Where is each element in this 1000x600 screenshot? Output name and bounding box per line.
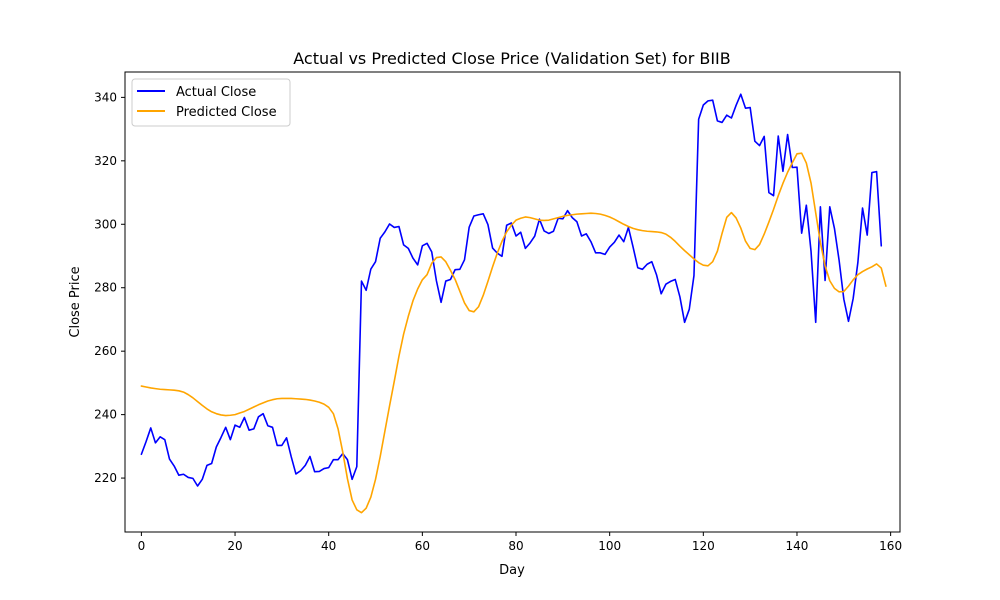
- plot-area-frame: [124, 71, 901, 533]
- x-tick-label: 80: [508, 539, 523, 553]
- y-tick-label: 220: [94, 471, 117, 485]
- x-tick-label: 140: [786, 539, 809, 553]
- x-tick-label: 100: [598, 539, 621, 553]
- x-tick-label: 40: [321, 539, 336, 553]
- x-axis-label: Day: [499, 563, 525, 578]
- legend-box: [131, 78, 291, 127]
- y-tick-label: 280: [94, 281, 117, 295]
- x-axis: 0 20 40 60 80 100 120 140 160: [138, 532, 902, 553]
- legend: Actual Close Predicted Close: [131, 78, 291, 127]
- y-tick-label: 240: [94, 408, 117, 422]
- y-tick-label: 300: [94, 217, 117, 231]
- x-tick-label: 160: [879, 539, 902, 553]
- legend-label-predicted: Predicted Close: [176, 105, 277, 120]
- x-tick-label: 0: [138, 539, 146, 553]
- legend-label-actual: Actual Close: [176, 85, 256, 100]
- series-line-predicted-close: [140, 152, 887, 514]
- series-line-actual-close: [140, 93, 883, 487]
- y-axis: 220 240 260 280 300 320 340: [94, 90, 125, 485]
- x-tick-label: 20: [227, 539, 242, 553]
- y-tick-label: 260: [94, 344, 117, 358]
- series-layer: [140, 93, 887, 514]
- x-tick-label: 120: [692, 539, 715, 553]
- y-axis-label: Close Price: [68, 266, 83, 337]
- chart-title: Actual vs Predicted Close Price (Validat…: [293, 49, 731, 68]
- y-tick-label: 320: [94, 154, 117, 168]
- x-tick-label: 60: [415, 539, 430, 553]
- y-tick-label: 340: [94, 90, 117, 104]
